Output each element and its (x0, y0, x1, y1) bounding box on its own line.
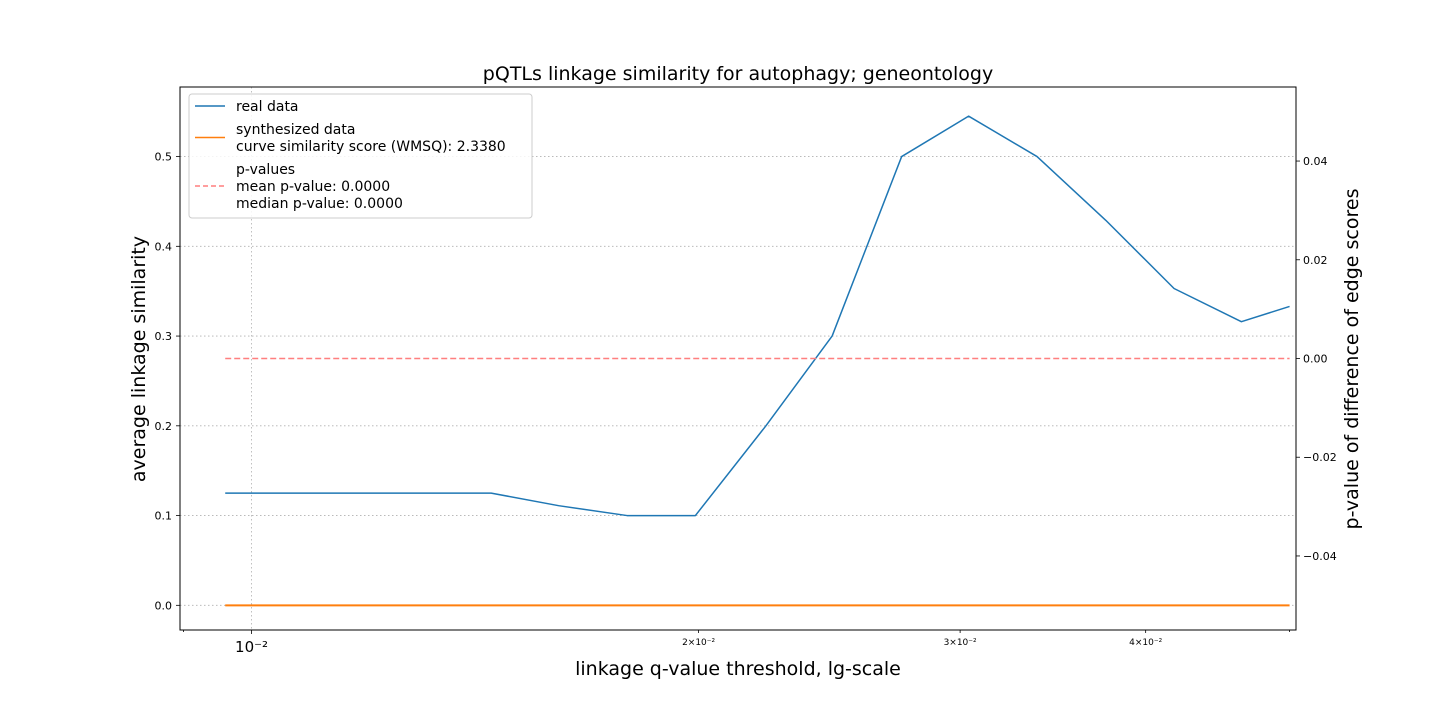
y-axis-right: −0.04 −0.02 0.00 0.02 0.04 (1296, 155, 1337, 563)
y-left-tick-label: 0.4 (155, 240, 173, 253)
legend-label: real data (236, 99, 299, 115)
y-right-tick-label: −0.02 (1303, 451, 1337, 464)
y-left-tick-label: 0.5 (155, 151, 173, 164)
y-left-tick-label: 0.1 (155, 510, 173, 523)
chart-title: pQTLs linkage similarity for autophagy; … (483, 63, 993, 85)
x-axis-label: linkage q-value threshold, lg-scale (575, 658, 901, 680)
plot-series (225, 115, 1290, 607)
series-line-1 (225, 115, 1290, 517)
grid-lines (180, 87, 1296, 630)
legend-label: synthesized data (236, 122, 355, 138)
legend-box (188, 93, 533, 219)
legend-label: median p-value: 0.0000 (236, 196, 403, 212)
x-axis: 10⁻² 2×10⁻² 3×10⁻² 4×10⁻² (183, 630, 1290, 656)
y-left-tick-label: 0.2 (155, 420, 173, 433)
legend-label: curve similarity score (WMSQ): 2.3380 (236, 139, 506, 155)
y-right-tick-label: 0.02 (1303, 254, 1328, 267)
x-tick-label: 10⁻² (235, 638, 268, 656)
y-left-tick-label: 0.0 (155, 599, 173, 612)
x-tick-label: 3×10⁻² (944, 638, 977, 648)
y-right-tick-label: 0.00 (1303, 353, 1328, 366)
legend-label: mean p-value: 0.0000 (236, 179, 390, 195)
y-axis-right-label: p-value of difference of edge scores (1341, 189, 1363, 530)
y-axis-left: 0.0 0.1 0.2 0.3 0.4 0.5 (155, 151, 180, 612)
y-right-tick-label: 0.04 (1303, 155, 1328, 168)
y-left-tick-label: 0.3 (155, 330, 173, 343)
y-right-tick-label: −0.04 (1303, 550, 1337, 563)
y-axis-left-label: average linkage similarity (128, 236, 150, 482)
legend-label: p-values (236, 162, 295, 178)
x-tick-label: 2×10⁻² (682, 638, 715, 648)
x-tick-label: 4×10⁻² (1129, 638, 1162, 648)
